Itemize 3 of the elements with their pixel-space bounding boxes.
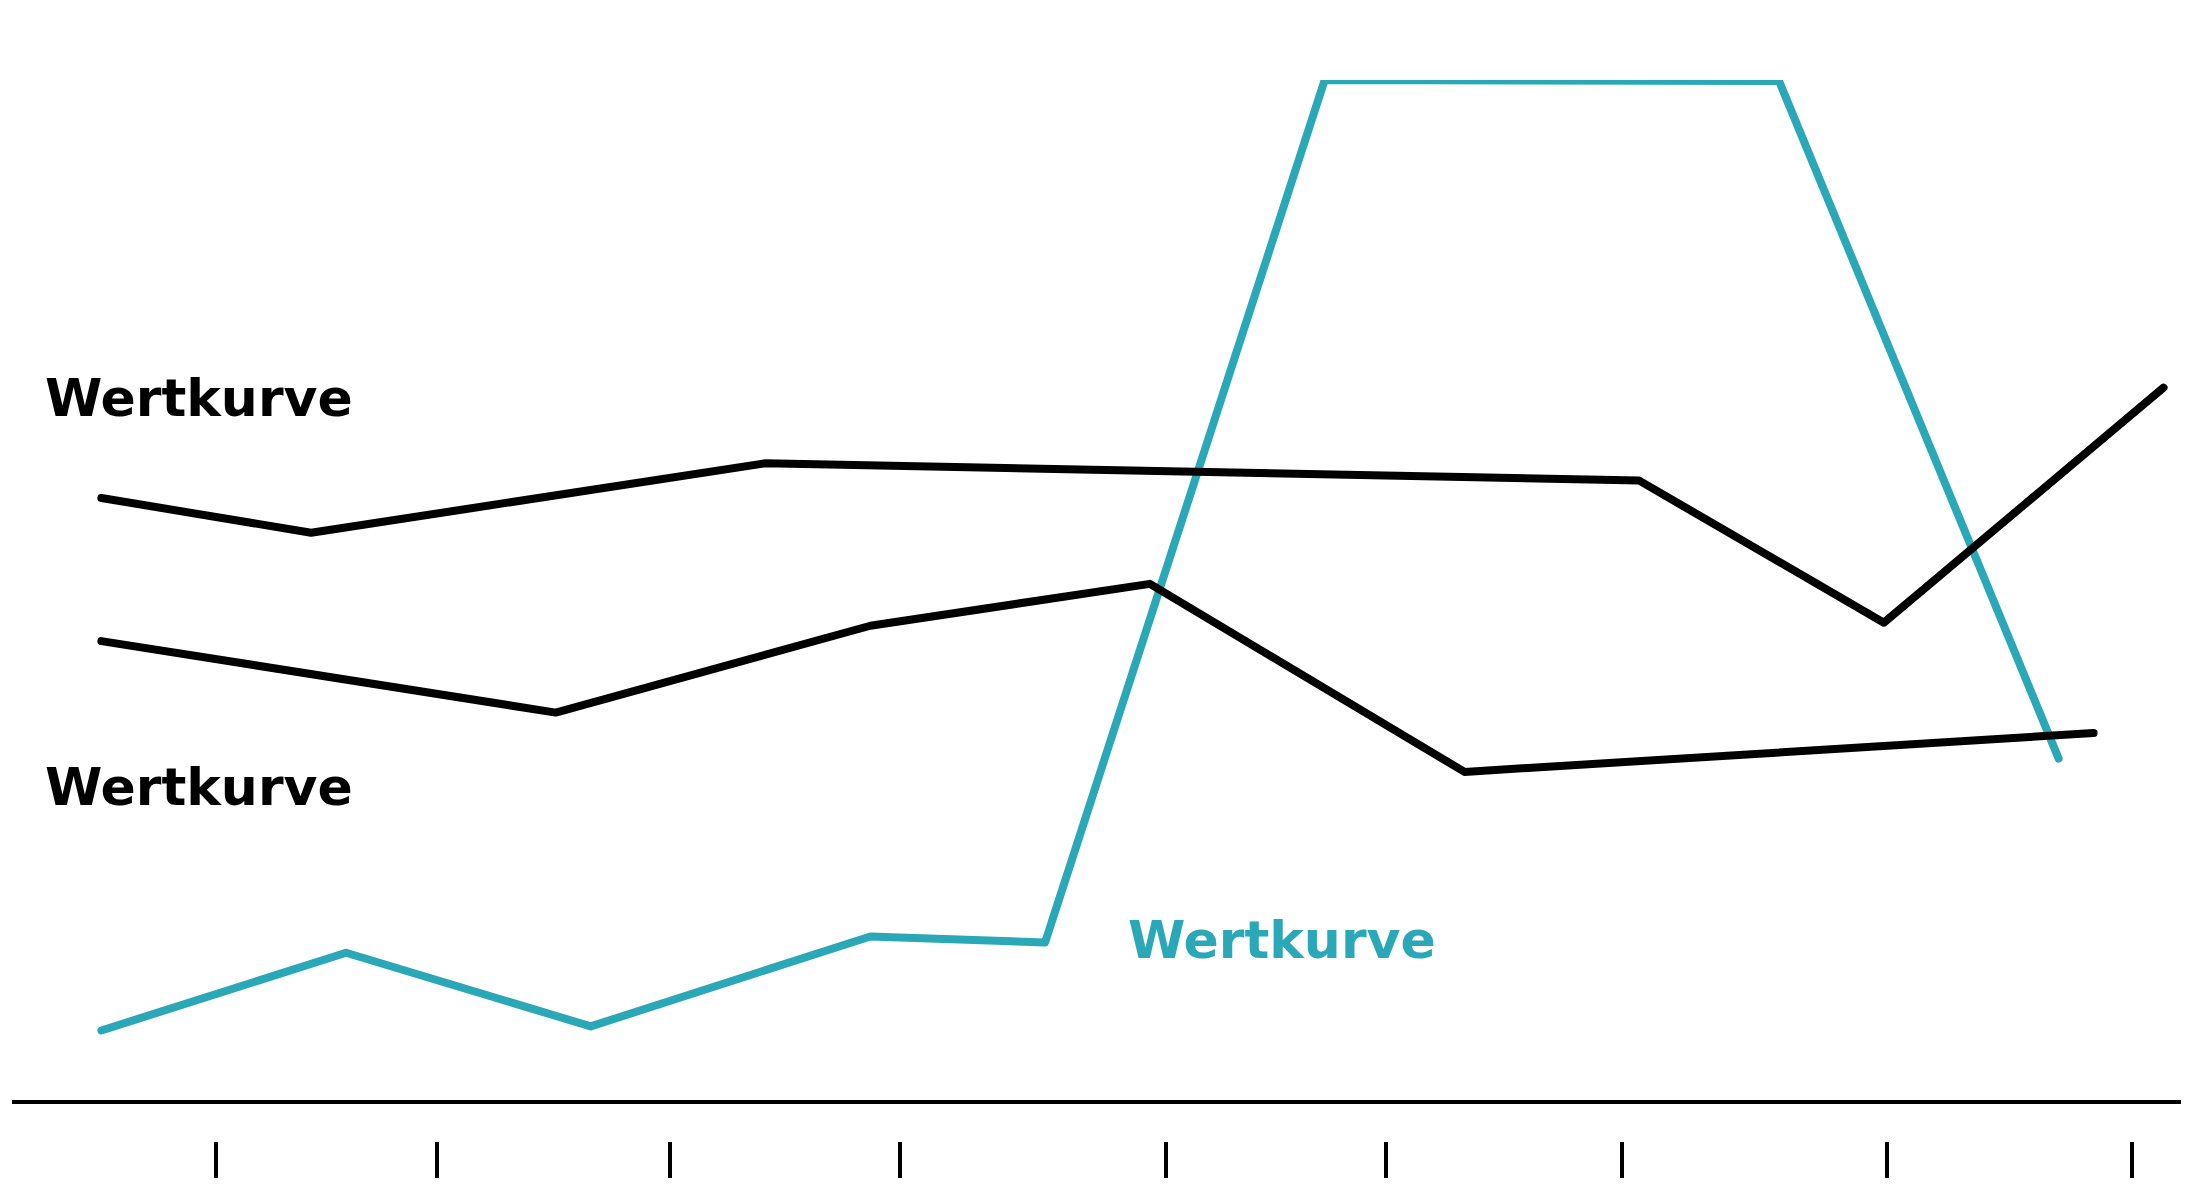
series-label: Wertkurve xyxy=(45,757,353,817)
series-label: Wertkurve xyxy=(1128,910,1436,970)
series-label: Wertkurve xyxy=(45,368,353,428)
